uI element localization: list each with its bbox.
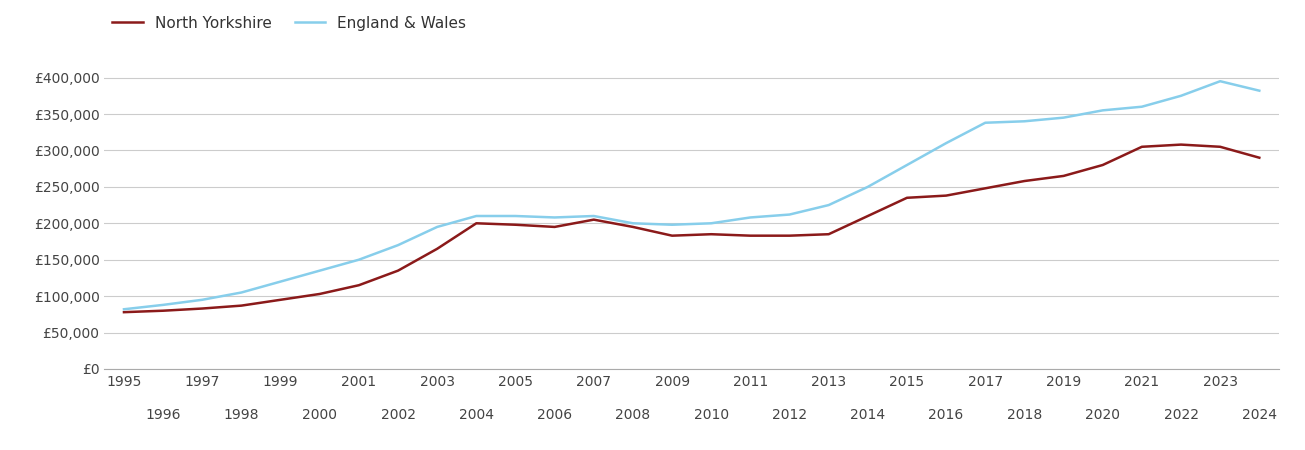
Text: 2012: 2012 [773,408,806,422]
England & Wales [155,302,171,308]
Text: 2008: 2008 [616,408,650,422]
North Yorkshire [586,217,602,222]
North Yorkshire [508,222,523,227]
England & Wales [977,120,993,126]
North Yorkshire [899,195,915,201]
North Yorkshire [234,303,249,308]
England & Wales [782,212,797,217]
Text: 2000: 2000 [303,408,337,422]
North Yorkshire [782,233,797,238]
Text: 2016: 2016 [928,408,964,422]
England & Wales [1251,88,1267,94]
England & Wales [703,220,719,226]
England & Wales [1095,108,1111,113]
North Yorkshire [860,213,876,219]
England & Wales [1056,115,1071,120]
North Yorkshire [429,246,445,252]
Text: 2024: 2024 [1242,408,1276,422]
England & Wales [1134,104,1150,109]
Text: 2020: 2020 [1086,408,1120,422]
England & Wales [625,220,641,226]
England & Wales [547,215,562,220]
North Yorkshire [547,224,562,230]
Text: 2006: 2006 [538,408,572,422]
North Yorkshire [273,297,288,302]
Text: 2004: 2004 [459,408,493,422]
Text: 1998: 1998 [223,408,260,422]
England & Wales [468,213,484,219]
England & Wales [860,184,876,189]
Text: 2010: 2010 [694,408,728,422]
England & Wales [508,213,523,219]
North Yorkshire [116,310,132,315]
England & Wales [664,222,680,227]
North Yorkshire [1056,173,1071,179]
England & Wales [116,306,132,312]
England & Wales [312,268,328,273]
England & Wales [194,297,210,302]
England & Wales [429,224,445,230]
Line: England & Wales: England & Wales [124,81,1259,309]
North Yorkshire [1017,178,1032,184]
England & Wales [821,202,837,208]
England & Wales [938,140,954,146]
England & Wales [743,215,758,220]
Line: North Yorkshire: North Yorkshire [124,144,1259,312]
North Yorkshire [977,185,993,191]
North Yorkshire [1212,144,1228,149]
North Yorkshire [1173,142,1189,147]
Text: 2002: 2002 [381,408,415,422]
Text: 2022: 2022 [1164,408,1198,422]
North Yorkshire [1251,155,1267,160]
Text: 2014: 2014 [851,408,885,422]
North Yorkshire [155,308,171,313]
North Yorkshire [390,268,406,273]
North Yorkshire [703,231,719,237]
North Yorkshire [938,193,954,198]
England & Wales [1173,93,1189,99]
England & Wales [1017,119,1032,124]
North Yorkshire [625,224,641,230]
North Yorkshire [194,306,210,311]
England & Wales [273,279,288,284]
England & Wales [586,213,602,219]
North Yorkshire [312,291,328,297]
North Yorkshire [1095,162,1111,168]
North Yorkshire [664,233,680,238]
England & Wales [1212,78,1228,84]
Text: 2018: 2018 [1006,408,1043,422]
Legend: North Yorkshire, England & Wales: North Yorkshire, England & Wales [112,16,466,31]
England & Wales [234,290,249,295]
North Yorkshire [1134,144,1150,149]
North Yorkshire [351,283,367,288]
Text: 1996: 1996 [145,408,181,422]
North Yorkshire [821,231,837,237]
North Yorkshire [468,220,484,226]
England & Wales [899,162,915,168]
North Yorkshire [743,233,758,238]
England & Wales [351,257,367,262]
England & Wales [390,243,406,248]
